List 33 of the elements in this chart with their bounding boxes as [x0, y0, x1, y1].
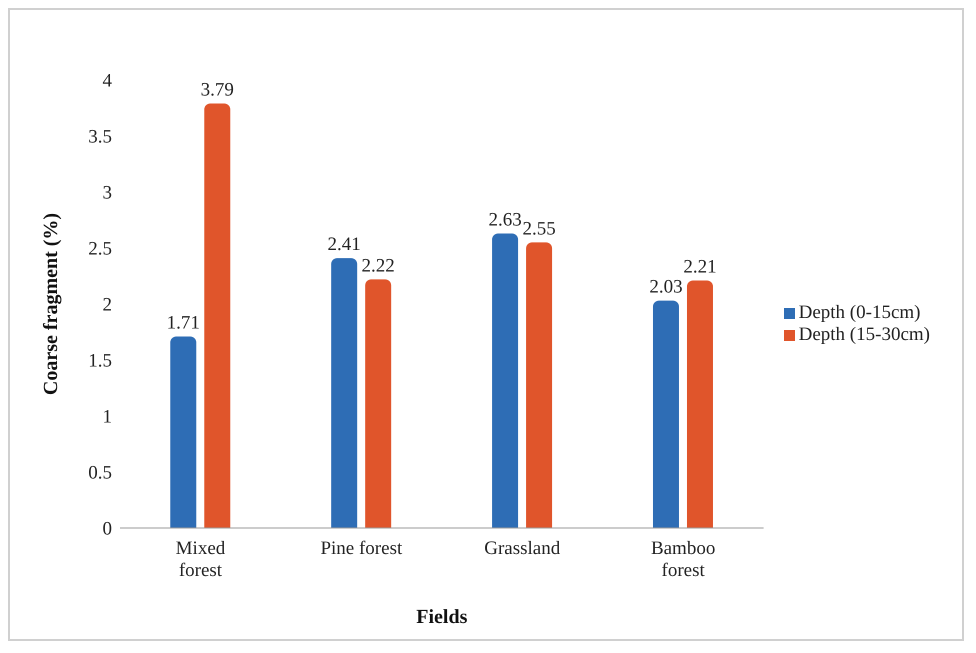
bar — [686, 280, 713, 528]
y-tick-label: 0 — [102, 518, 112, 540]
bar — [170, 336, 196, 528]
data-label: 2.55 — [522, 218, 556, 240]
x-tick-label: Bamboo forest — [650, 538, 716, 581]
data-label: 2.22 — [362, 255, 395, 276]
legend-label: Depth (15-30cm) — [798, 324, 930, 345]
bar — [492, 233, 518, 528]
bar — [526, 242, 552, 528]
x-tick-label: Mixed forest — [176, 538, 226, 581]
bar — [365, 279, 392, 528]
y-tick-label: 0.5 — [88, 462, 112, 484]
y-tick-label: 3 — [102, 182, 112, 204]
y-tick-label: 1.5 — [88, 350, 112, 372]
bar — [652, 300, 679, 528]
y-tick-label: 1 — [102, 406, 112, 428]
y-tick-label: 4 — [102, 70, 112, 92]
y-tick-label: 2 — [102, 294, 112, 316]
bar — [331, 258, 358, 528]
data-label: 2.03 — [649, 276, 683, 298]
x-tick-label: Grassland — [484, 538, 561, 559]
y-tick-label: 2.5 — [88, 238, 112, 260]
data-label: 2.63 — [488, 209, 522, 230]
data-label: 3.79 — [200, 80, 234, 101]
legend-label: Depth (0-15cm) — [798, 302, 920, 323]
y-axis-title: Coarse fragment (%) — [40, 212, 62, 396]
bar — [204, 104, 230, 528]
x-axis-title: Fields — [416, 606, 468, 628]
data-label: 2.41 — [328, 234, 361, 256]
x-tick-label: Pine forest — [320, 538, 403, 559]
data-label: 2.21 — [683, 256, 717, 278]
data-label: 1.71 — [166, 312, 200, 334]
y-tick-label: 3.5 — [88, 126, 112, 148]
